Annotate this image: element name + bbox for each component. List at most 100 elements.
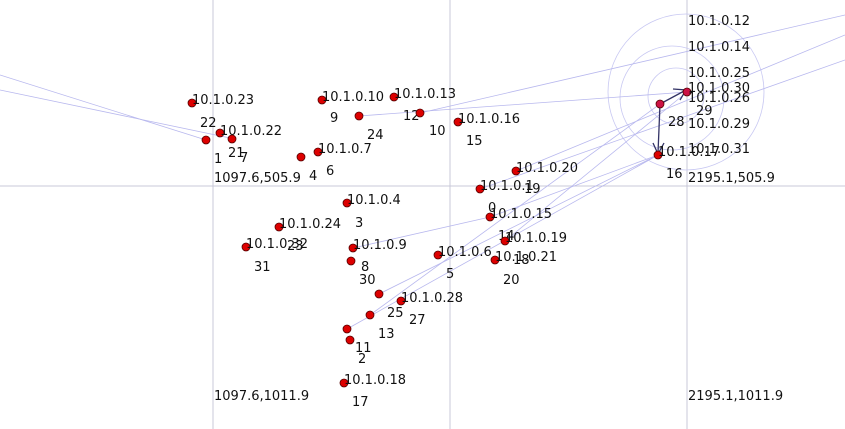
nodes: 10.1.0.23 22 1 10.1.0.22 21 7 4 10.1.0.7… <box>187 87 720 410</box>
link-line <box>0 89 231 139</box>
node-id-label: 24 <box>367 128 384 143</box>
link-line <box>352 216 491 249</box>
node-id-label: 29 <box>696 104 713 119</box>
node-id-label: 21 <box>228 146 245 161</box>
arrow-line <box>657 103 661 154</box>
node-id-label: 10 <box>429 124 446 139</box>
node-id-label: 2 <box>358 352 366 367</box>
link-line <box>515 34 845 172</box>
node-marker[interactable] <box>365 310 375 320</box>
node-marker[interactable] <box>215 128 225 138</box>
link-line <box>479 59 845 190</box>
range-rings <box>607 13 765 171</box>
node-marker[interactable] <box>396 296 406 306</box>
node-ip-label: 10.1.0.23 <box>192 93 254 108</box>
right-ip-label: 10.1.0.31 <box>688 142 750 157</box>
node-id-label: 3 <box>355 216 363 231</box>
right-ip-label: 10.1.0.30 <box>688 81 750 96</box>
node-marker[interactable] <box>296 152 306 162</box>
node-id-label: 15 <box>466 134 483 149</box>
node-ip-label: 10.1.0.21 <box>495 250 557 265</box>
node-marker[interactable] <box>485 212 495 222</box>
node-id-label: 9 <box>330 111 338 126</box>
range-ring-small <box>647 67 705 125</box>
node-marker[interactable] <box>415 108 425 118</box>
node-id-label: 12 <box>403 109 420 124</box>
right-ip-label: 10.1.0.25 <box>688 66 750 81</box>
node-ip-label: 10.1.0.13 <box>394 87 456 102</box>
node-id-label: 1 <box>214 152 222 167</box>
link-line <box>358 91 688 117</box>
node-marker[interactable] <box>453 117 463 127</box>
node-marker[interactable] <box>475 184 485 194</box>
node-marker[interactable] <box>490 255 500 265</box>
node-id-label: 4 <box>309 169 317 184</box>
node-marker[interactable] <box>241 242 251 252</box>
node-ip-label: 10.1.0.15 <box>490 207 552 222</box>
node-marker[interactable] <box>374 289 384 299</box>
node-ip-label: 10.1.0.32 <box>246 237 308 252</box>
node-ip-label: 10.1.0.1 <box>480 179 534 194</box>
node-id-label: 28 <box>668 115 685 130</box>
link-line <box>489 154 659 218</box>
right-ip-label: 10.1.0.26 <box>688 91 750 106</box>
node-id-label: 17 <box>352 395 369 410</box>
node-id-label: 20 <box>503 273 520 288</box>
node-marker[interactable] <box>339 378 349 388</box>
node-id-label: 8 <box>361 260 369 275</box>
node-ip-label: 10.1.0.24 <box>279 217 341 232</box>
node-id-label: 27 <box>409 313 426 328</box>
node-ip-label: 10.1.0.20 <box>516 161 578 176</box>
node-marker[interactable] <box>346 256 356 266</box>
grid-label-br: 2195.1,1011.9 <box>688 389 783 404</box>
node-id-label: 23 <box>287 239 304 254</box>
node-ip-label: 10.1.0.9 <box>353 238 407 253</box>
node-marker[interactable] <box>227 134 237 144</box>
node-marker[interactable] <box>653 150 663 160</box>
link-line <box>0 74 207 141</box>
node-ip-label: 10.1.0.17 <box>658 145 720 160</box>
node-marker[interactable] <box>511 166 521 176</box>
right-ip-label: 10.1.0.12 <box>688 14 750 29</box>
node-id-label: 11 <box>355 341 372 356</box>
node-marker[interactable] <box>500 236 510 246</box>
link-line <box>378 154 659 295</box>
node-marker[interactable] <box>433 250 443 260</box>
grid-label-tl: 1097.6,505.9 <box>214 171 301 186</box>
node-ip-label: 10.1.0.16 <box>458 112 520 127</box>
node-marker[interactable] <box>274 222 284 232</box>
arrow-line <box>659 89 687 105</box>
node-id-label: 6 <box>326 164 334 179</box>
node-marker[interactable] <box>354 111 364 121</box>
node-id-label: 0 <box>488 201 496 216</box>
grid-label-bl: 1097.6,1011.9 <box>214 389 309 404</box>
node-marker[interactable] <box>342 324 352 334</box>
node-id-label: 25 <box>387 306 404 321</box>
right-edge-labels: 10.1.0.12 10.1.0.14 10.1.0.25 10.1.0.30 … <box>688 14 750 157</box>
node-marker[interactable] <box>201 135 211 145</box>
right-ip-label: 10.1.0.14 <box>688 40 750 55</box>
node-id-label: 18 <box>513 253 530 268</box>
grid-label-tr: 2195.1,505.9 <box>688 171 775 186</box>
right-ip-label: 10.1.0.29 <box>688 117 750 132</box>
node-marker[interactable] <box>655 99 665 109</box>
node-id-label: 7 <box>240 151 248 166</box>
node-marker[interactable] <box>348 243 358 253</box>
node-marker[interactable] <box>342 198 352 208</box>
node-marker[interactable] <box>345 335 355 345</box>
node-marker[interactable] <box>187 98 197 108</box>
link-line <box>504 91 688 242</box>
node-ip-label: 10.1.0.10 <box>322 90 384 105</box>
node-ip-label: 10.1.0.22 <box>220 124 282 139</box>
node-marker[interactable] <box>389 92 399 102</box>
node-id-label: 22 <box>200 116 217 131</box>
node-marker[interactable] <box>682 87 692 97</box>
node-ip-label: 10.1.0.4 <box>347 193 401 208</box>
node-id-label: 16 <box>666 167 683 182</box>
node-ip-label: 10.1.0.28 <box>401 291 463 306</box>
node-marker[interactable] <box>313 147 323 157</box>
node-ip-label: 10.1.0.7 <box>318 142 372 157</box>
node-marker[interactable] <box>317 95 327 105</box>
